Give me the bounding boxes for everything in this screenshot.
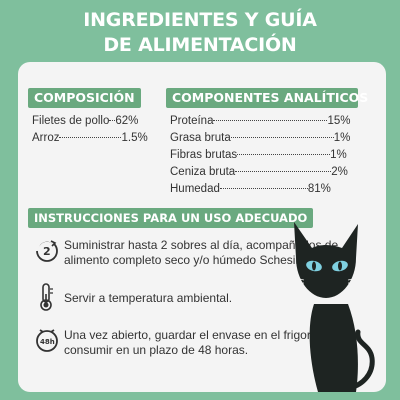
analytical-row: Humedad 81%	[170, 182, 331, 197]
analytical-row: Grasa bruta 1%	[170, 131, 350, 146]
analytical-item-value: 81%	[307, 183, 331, 195]
instruction-text: Servir a temperatura ambiental.	[64, 291, 233, 305]
black-cat-illustration	[285, 222, 375, 392]
composition-heading: COMPOSICIÓN	[28, 88, 141, 108]
page-title: INGREDIENTES Y GUÍA DE ALIMENTACIÓN	[0, 8, 400, 58]
instruction-text: Suministrar hasta 2 sobres al día, acomp…	[64, 238, 339, 267]
analytical-item-value: 15%	[327, 115, 351, 127]
composition-item-value: 1.5%	[121, 132, 148, 144]
analytical-item-name: Grasa bruta	[170, 132, 231, 144]
composition-item-value: 62%	[115, 115, 139, 127]
two-per-day-icon: 2	[35, 238, 58, 262]
composition-row: Arroz 1.5%	[32, 131, 148, 146]
analytical-item-value: 1%	[333, 132, 351, 144]
analytical-item-name: Proteína	[170, 115, 214, 127]
composition-item-name: Arroz	[32, 132, 60, 144]
analytical-item-name: Fibras brutas	[170, 149, 238, 161]
analytical-row: Fibras brutas 1%	[170, 148, 347, 163]
title-line-2: DE ALIMENTACIÓN	[103, 34, 297, 56]
analytical-item-value: 1%	[330, 149, 347, 161]
analytical-item-name: Humedad	[170, 183, 220, 195]
svg-text:2: 2	[43, 245, 51, 258]
analytical-row: Proteína 15%	[170, 114, 351, 129]
analytical-heading: COMPONENTES ANALÍTICOS	[166, 88, 368, 108]
title-line-1: INGREDIENTES Y GUÍA	[83, 9, 317, 31]
composition-item-name: Filetes de pollo	[32, 115, 110, 127]
48-hour-clock-icon: 48h	[36, 329, 58, 352]
analytical-item-value: 2%	[331, 166, 348, 178]
composition-row: Filetes de pollo 62%	[32, 114, 138, 129]
info-card: COMPOSICIÓN Filetes de pollo 62% Arroz 1.5…	[18, 62, 386, 392]
instructions-heading: INSTRUCCIONES PARA UN USO ADECUADO	[28, 208, 314, 228]
instruction-text: Una vez abierto, guardar el envase en el…	[64, 328, 343, 357]
svg-text:48h: 48h	[40, 338, 55, 346]
analytical-item-name: Ceniza bruta	[170, 166, 236, 178]
analytical-row: Ceniza bruta 2%	[170, 165, 348, 180]
thermometer-icon	[40, 283, 53, 311]
